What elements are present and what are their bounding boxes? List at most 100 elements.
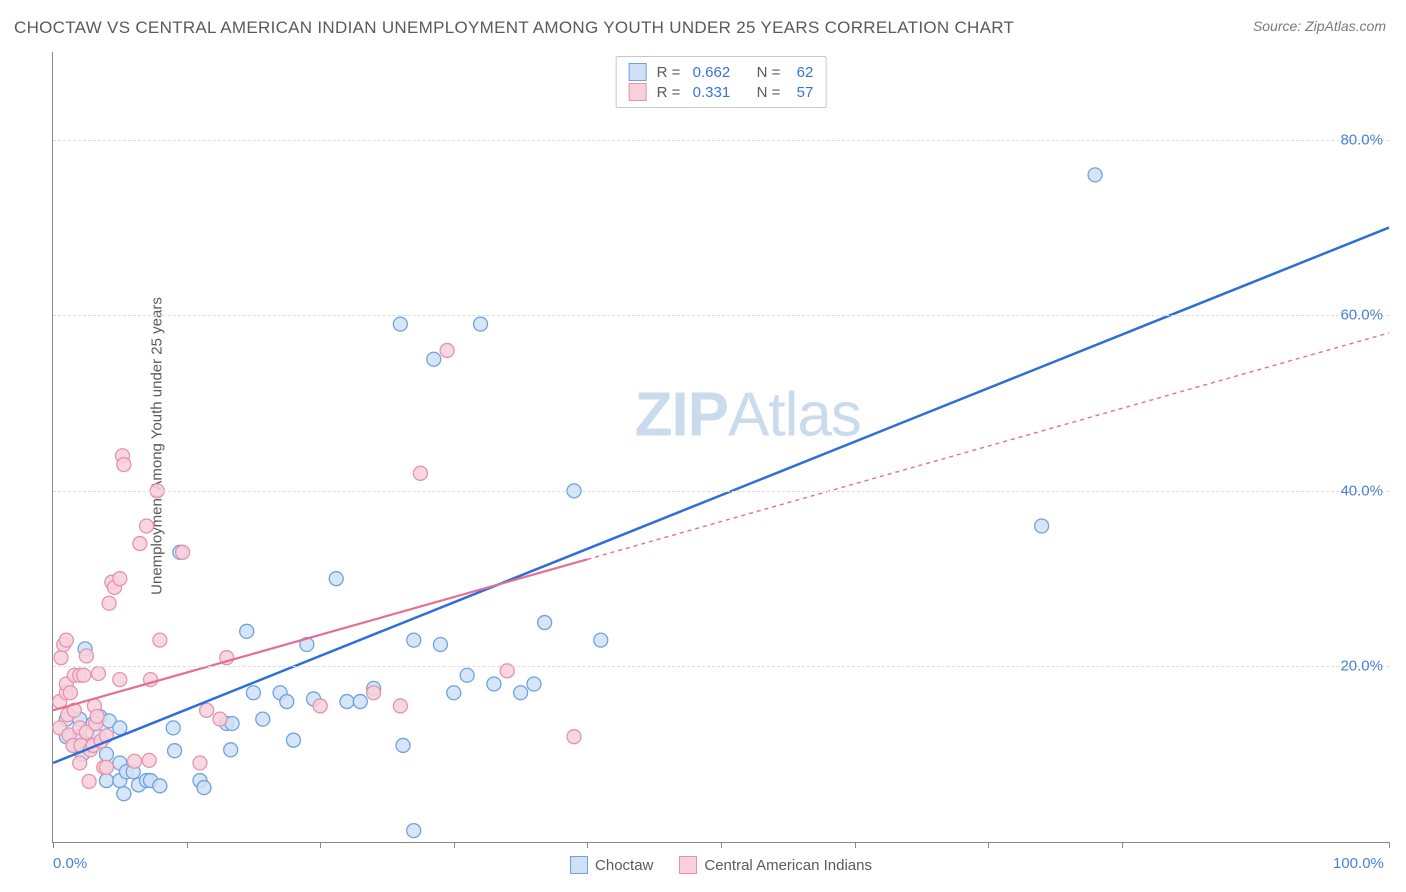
scatter-point [538, 616, 552, 630]
scatter-point [367, 686, 381, 700]
x-tick [1389, 842, 1390, 848]
legend-n-value: 62 [797, 64, 814, 81]
plot-svg [53, 52, 1389, 842]
x-tick [988, 842, 989, 848]
scatter-point [413, 466, 427, 480]
trend-line [53, 559, 587, 710]
scatter-point [407, 633, 421, 647]
scatter-point [193, 756, 207, 770]
legend-swatch [629, 63, 647, 81]
scatter-point [63, 686, 77, 700]
scatter-point [393, 317, 407, 331]
legend-swatch [629, 83, 647, 101]
scatter-point [102, 596, 116, 610]
x-tick [53, 842, 54, 848]
gridline [53, 491, 1389, 492]
scatter-point [153, 633, 167, 647]
scatter-point [256, 712, 270, 726]
y-tick-label: 80.0% [1340, 131, 1383, 148]
scatter-point [166, 721, 180, 735]
x-tick [454, 842, 455, 848]
legend-series: Choctaw Central American Indians [570, 856, 872, 874]
scatter-point [73, 756, 87, 770]
legend-correlation: R = 0.662 N = 62R = 0.331 N = 57 [616, 56, 827, 108]
legend-swatch [679, 856, 697, 874]
scatter-point [176, 545, 190, 559]
source-attribution: Source: ZipAtlas.com [1253, 18, 1386, 34]
x-tick-label: 0.0% [53, 855, 87, 872]
y-tick-label: 60.0% [1340, 307, 1383, 324]
scatter-point [474, 317, 488, 331]
scatter-point [153, 779, 167, 793]
scatter-point [594, 633, 608, 647]
scatter-point [440, 343, 454, 357]
legend-series-item: Choctaw [570, 856, 653, 874]
scatter-point [99, 760, 113, 774]
scatter-point [77, 668, 91, 682]
scatter-point [99, 774, 113, 788]
scatter-point [246, 686, 260, 700]
legend-n-value: 57 [797, 84, 814, 101]
scatter-point [427, 352, 441, 366]
scatter-point [396, 738, 410, 752]
scatter-point [240, 624, 254, 638]
chart-title: CHOCTAW VS CENTRAL AMERICAN INDIAN UNEMP… [14, 18, 1014, 38]
legend-r-label: R = [657, 64, 683, 81]
x-tick-label: 100.0% [1333, 855, 1384, 872]
scatter-point [329, 572, 343, 586]
scatter-point [142, 753, 156, 767]
trend-line [53, 228, 1389, 763]
legend-series-item: Central American Indians [679, 856, 872, 874]
scatter-point [213, 712, 227, 726]
scatter-point [79, 649, 93, 663]
scatter-point [200, 703, 214, 717]
scatter-point [340, 695, 354, 709]
scatter-point [197, 781, 211, 795]
x-tick [320, 842, 321, 848]
scatter-point [113, 673, 127, 687]
y-tick-label: 20.0% [1340, 658, 1383, 675]
scatter-point [54, 651, 68, 665]
x-tick [855, 842, 856, 848]
scatter-point [140, 519, 154, 533]
scatter-point [567, 730, 581, 744]
y-tick-label: 40.0% [1340, 482, 1383, 499]
legend-n-label: N = [757, 64, 787, 81]
scatter-point [117, 458, 131, 472]
scatter-point [1035, 519, 1049, 533]
legend-series-label: Central American Indians [704, 857, 872, 874]
scatter-point [91, 666, 105, 680]
scatter-point [527, 677, 541, 691]
x-tick [721, 842, 722, 848]
scatter-point [113, 721, 127, 735]
legend-swatch [570, 856, 588, 874]
scatter-point [113, 572, 127, 586]
scatter-point [1088, 168, 1102, 182]
legend-r-value: 0.662 [693, 64, 747, 81]
scatter-point [127, 754, 141, 768]
scatter-point [514, 686, 528, 700]
x-tick [1122, 842, 1123, 848]
scatter-point [90, 709, 104, 723]
scatter-point [99, 747, 113, 761]
scatter-point [407, 824, 421, 838]
legend-correlation-row: R = 0.662 N = 62 [629, 62, 814, 82]
x-tick [587, 842, 588, 848]
legend-n-label: N = [757, 84, 787, 101]
scatter-point [487, 677, 501, 691]
scatter-point [280, 695, 294, 709]
legend-r-value: 0.331 [693, 84, 747, 101]
scatter-point [133, 537, 147, 551]
gridline [53, 666, 1389, 667]
scatter-point [460, 668, 474, 682]
scatter-point [353, 695, 367, 709]
scatter-point [313, 699, 327, 713]
scatter-point [433, 638, 447, 652]
legend-correlation-row: R =0.331N =57 [629, 82, 814, 102]
scatter-point [59, 633, 73, 647]
scatter-point [117, 787, 131, 801]
scatter-point [82, 774, 96, 788]
x-tick [187, 842, 188, 848]
scatter-point [393, 699, 407, 713]
legend-series-label: Choctaw [595, 857, 653, 874]
